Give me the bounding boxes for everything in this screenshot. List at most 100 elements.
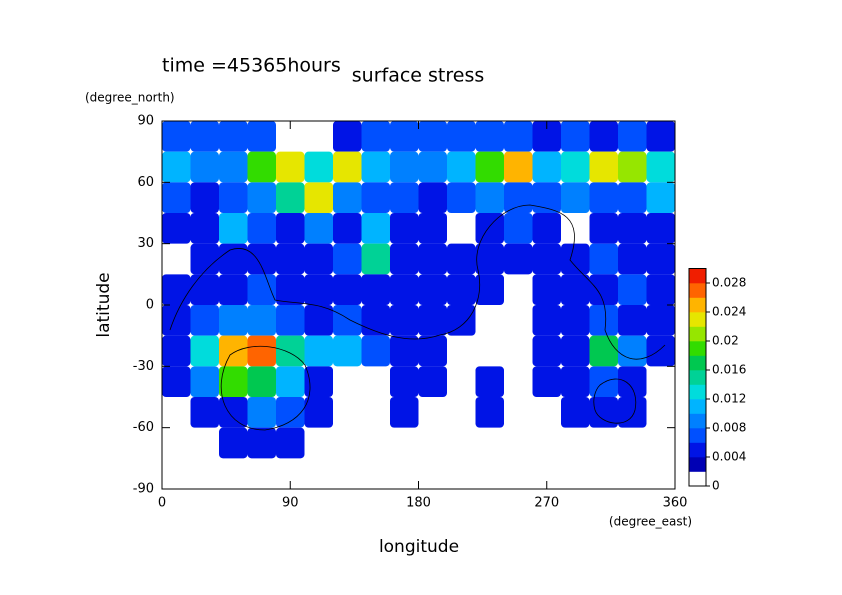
field-cell	[447, 274, 476, 305]
field-cell	[247, 182, 276, 213]
field-cell	[561, 182, 590, 213]
field-cell	[447, 182, 476, 213]
field-cell	[219, 213, 248, 244]
field-cell	[390, 366, 419, 397]
field-cell	[304, 305, 333, 336]
field-cell	[532, 182, 561, 213]
field-cell	[162, 274, 191, 305]
field-cell	[475, 243, 504, 275]
field-cell	[561, 121, 590, 152]
field-cell	[219, 397, 248, 428]
field-cell	[190, 121, 219, 152]
field-cell	[561, 397, 590, 428]
field-cell	[504, 182, 533, 213]
field-cell	[475, 366, 504, 397]
field-cell	[418, 274, 447, 305]
field-cell	[190, 213, 219, 244]
field-cell	[190, 274, 219, 305]
colorbar-frame	[688, 268, 707, 487]
field-cell	[589, 182, 618, 213]
field-cell	[247, 121, 276, 152]
field-cell	[646, 243, 675, 275]
field-cell	[418, 335, 447, 367]
field-cell	[162, 151, 191, 183]
field-cell	[390, 243, 419, 275]
field-cell	[361, 182, 390, 213]
field-cell	[589, 243, 618, 275]
field-cell	[618, 151, 647, 183]
field-cell	[561, 151, 590, 183]
colorbar-swatch	[689, 326, 706, 342]
x-units: (degree_east)	[609, 515, 692, 529]
colorbar-swatch	[689, 312, 706, 327]
field-cell	[589, 366, 618, 397]
field-cell	[618, 121, 647, 152]
x-tick-label: 0	[158, 496, 166, 511]
field-cell	[532, 305, 561, 336]
field-cell	[162, 121, 191, 152]
field	[162, 121, 675, 459]
field-cell	[561, 274, 590, 305]
field-cell	[532, 335, 561, 367]
field-cell	[589, 305, 618, 336]
field-cell	[304, 397, 333, 428]
field-cell	[219, 305, 248, 336]
field-cell	[618, 335, 647, 367]
field-cell	[190, 151, 219, 183]
field-cell	[361, 243, 390, 275]
field-cell	[190, 335, 219, 367]
coastline	[169, 204, 666, 360]
colorbar-swatch	[689, 268, 706, 284]
field-cell	[190, 366, 219, 397]
field-cell	[447, 121, 476, 152]
field-cell	[276, 305, 305, 336]
field-cell	[504, 243, 533, 275]
y-tick-label: 30	[137, 236, 154, 251]
field-cell	[304, 366, 333, 397]
field-cell	[589, 121, 618, 152]
colorbar-swatch	[689, 442, 706, 458]
field-cell	[190, 243, 219, 275]
chart-title: surface stress	[352, 65, 485, 87]
colorbar-swatch	[689, 355, 706, 371]
field-cell	[646, 305, 675, 336]
x-tick-label: 90	[282, 496, 299, 511]
field-cell	[247, 243, 276, 275]
field-cell	[247, 274, 276, 305]
field-cell	[219, 427, 248, 459]
field-cell	[589, 151, 618, 183]
field-cell	[361, 151, 390, 183]
field-cell	[276, 213, 305, 244]
field-cell	[532, 213, 561, 244]
field-cell	[247, 397, 276, 428]
colorbar-swatch	[689, 471, 706, 487]
field-cell	[162, 213, 191, 244]
field-cell	[276, 182, 305, 213]
field-cell	[418, 121, 447, 152]
field-cell	[390, 182, 419, 213]
field-cell	[589, 274, 618, 305]
x-tick-label: 180	[406, 496, 431, 511]
coastline	[220, 345, 311, 431]
coastline	[593, 378, 637, 424]
field-cell	[589, 213, 618, 244]
x-axis-label: longitude	[379, 537, 459, 557]
field-cell	[561, 366, 590, 397]
field-cell	[219, 151, 248, 183]
field-cell	[361, 335, 390, 367]
field-cell	[190, 305, 219, 336]
colorbar-swatch	[689, 399, 706, 414]
field-cell	[447, 151, 476, 183]
field-cell	[304, 243, 333, 275]
field-cell	[504, 121, 533, 152]
field-cell	[475, 151, 504, 183]
field-cell	[333, 213, 362, 244]
colorbar-swatch	[689, 384, 706, 400]
y-axis-label: latitude	[94, 272, 114, 337]
field-cell	[333, 274, 362, 305]
field-cell	[646, 213, 675, 244]
field-cell	[418, 182, 447, 213]
field-cell	[247, 335, 276, 367]
annotation: time =45365hours	[162, 55, 341, 77]
